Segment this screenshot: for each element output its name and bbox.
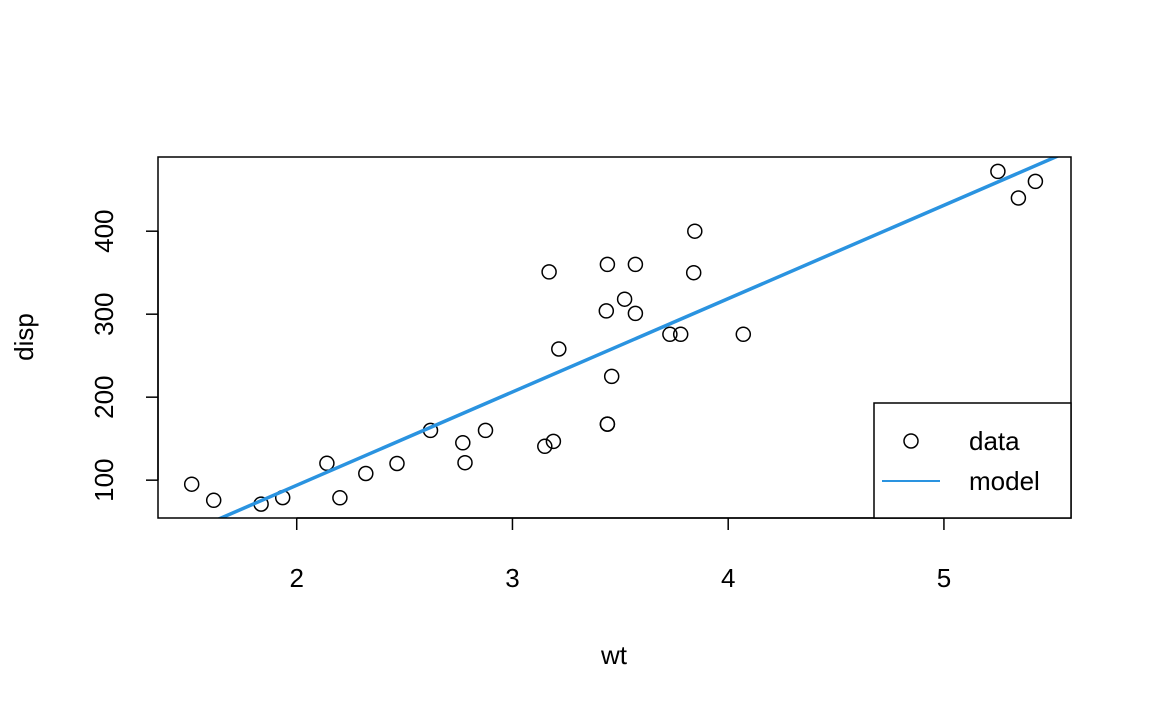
data-point <box>319 455 335 472</box>
x-axis: 2 3 4 5 <box>289 517 951 593</box>
points-layer <box>183 163 1044 512</box>
model-line-layer <box>216 157 1060 518</box>
data-point <box>358 465 374 482</box>
model-line <box>216 157 1060 518</box>
data-point <box>332 490 348 506</box>
y-tick-label: 300 <box>89 293 119 336</box>
data-point <box>541 264 557 280</box>
legend: data model <box>873 402 1072 519</box>
data-point <box>735 326 752 343</box>
data-point <box>551 341 567 357</box>
data-point <box>537 438 553 455</box>
legend-data-label: data <box>969 426 1020 456</box>
data-point <box>545 433 562 450</box>
data-point <box>672 326 689 343</box>
data-point <box>599 416 616 432</box>
y-axis-label: disp <box>9 313 39 361</box>
y-tick-label: 100 <box>89 459 119 502</box>
y-axis: 100 200 300 400 <box>89 210 159 502</box>
x-tick-label: 5 <box>937 563 951 593</box>
data-point <box>183 476 200 492</box>
y-tick-label: 200 <box>89 376 119 419</box>
data-point <box>205 492 222 509</box>
data-point <box>598 303 615 319</box>
legend-data-marker <box>903 433 919 449</box>
legend-box <box>873 402 1072 519</box>
data-point <box>627 305 644 322</box>
data-point <box>389 455 405 472</box>
legend-model-label: model <box>969 466 1040 496</box>
y-tick-label: 400 <box>89 210 119 253</box>
x-tick-label: 2 <box>289 563 303 593</box>
data-point <box>599 256 616 273</box>
data-point <box>1010 190 1027 206</box>
data-point <box>685 264 702 281</box>
data-point <box>457 454 473 471</box>
data-point <box>662 326 678 343</box>
x-axis-label: wt <box>600 640 628 670</box>
data-point <box>455 435 471 451</box>
data-point <box>1027 173 1044 190</box>
data-point <box>627 256 644 273</box>
x-tick-label: 4 <box>721 563 735 593</box>
data-point <box>616 291 633 307</box>
x-tick-label: 3 <box>505 563 519 593</box>
data-point <box>603 368 620 385</box>
data-point <box>990 163 1006 180</box>
data-point <box>687 223 703 239</box>
data-point <box>477 422 494 439</box>
